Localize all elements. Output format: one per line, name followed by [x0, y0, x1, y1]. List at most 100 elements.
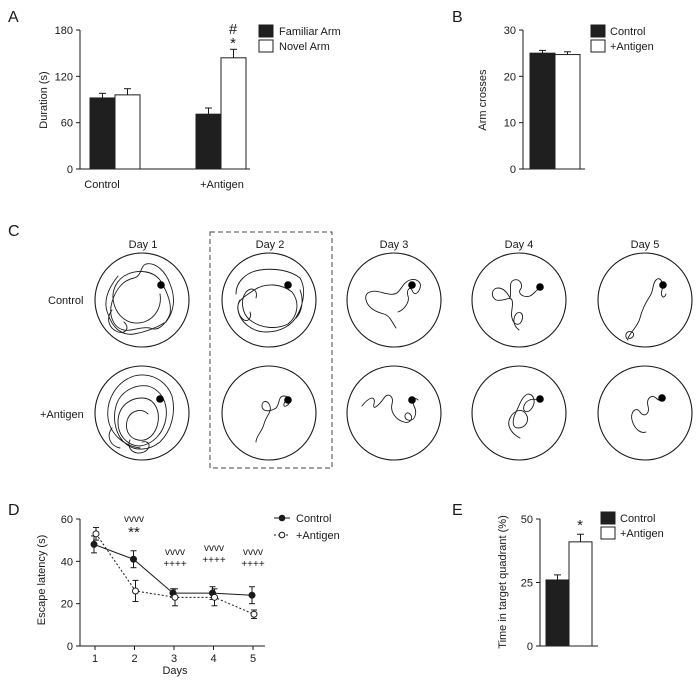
panel-a-legend-familiar: Familiar Arm — [279, 26, 341, 38]
panel-d-legend-control: Control — [296, 513, 331, 525]
panel-c-day-1: Day 1 — [129, 239, 158, 251]
swim-path — [508, 393, 539, 439]
panel-e-ytick-label: 25 — [521, 578, 533, 590]
panel-b-y-ticks: 0 10 20 30 — [504, 25, 523, 176]
panel-a-bars — [89, 48, 247, 170]
panel-b-legend-control: Control — [610, 26, 645, 38]
panel-a-bar — [114, 94, 141, 170]
panel-b-bars — [529, 49, 581, 170]
panel-d-y-ticks: 0 20 40 60 — [61, 514, 80, 653]
panel-d-annot-d5-top: vvvv — [243, 547, 263, 558]
panel-d-annot-d2-bottom: ** — [128, 524, 140, 541]
panel-a-ytick-label: 180 — [55, 25, 73, 37]
panel-d-xtick-label: 4 — [210, 653, 216, 665]
platform-marker — [536, 395, 544, 403]
panel-a-legend: Familiar Arm Novel Arm — [258, 24, 341, 53]
panel-c-day2-highlight — [209, 231, 333, 469]
panel-b-bar — [554, 54, 581, 170]
platform-marker — [408, 281, 416, 289]
panel-e-sig-star: * — [577, 517, 583, 534]
panel-a-letter: A — [8, 9, 19, 26]
panel-e-legend-antigen: +Antigen — [620, 528, 664, 540]
swim-path — [235, 268, 305, 333]
panel-d-point-control — [90, 540, 98, 548]
arena-control-day-1 — [94, 252, 190, 348]
panel-e-bar — [568, 541, 593, 647]
panel-c-letter: C — [8, 223, 20, 240]
arena-outline — [94, 365, 190, 461]
swim-path — [255, 395, 291, 443]
swim-path — [491, 279, 541, 331]
panel-d-point-control — [130, 555, 137, 563]
panel-a-ytick-label: 120 — [55, 71, 73, 83]
panel-c-day-3: Day 3 — [380, 239, 409, 251]
panel-d-point-antigen — [171, 593, 179, 601]
panel-b-legend-swatch-control — [590, 24, 606, 38]
arena-antigen-day-3 — [346, 365, 442, 461]
swim-path — [365, 279, 421, 329]
panel-e-ytick-label: 50 — [521, 514, 533, 526]
panel-c-row-antigen: +Antigen — [40, 409, 84, 421]
panel-b-ytick-label: 10 — [504, 118, 516, 130]
panel-d-ytick-label: 60 — [61, 514, 73, 526]
platform-marker — [659, 281, 667, 289]
panel-b: B Arm crosses 0 10 20 30 Control +Antigen — [452, 9, 654, 176]
panel-a-sig-hash: # — [229, 21, 238, 38]
platform-marker — [157, 281, 165, 289]
panel-b-ytick-label: 0 — [510, 164, 516, 176]
panel-d-xtick-label: 2 — [131, 653, 137, 665]
panel-e-bar — [545, 579, 570, 647]
panel-e-ytick-label: 0 — [527, 641, 533, 653]
platform-marker — [658, 394, 666, 402]
panel-d-annot-d3-bottom: ++++ — [163, 559, 187, 570]
panel-d-point-antigen — [250, 610, 258, 618]
panel-d-legend: Control +Antigen — [274, 513, 340, 542]
panel-e-letter: E — [452, 502, 463, 519]
panel-a-sig-star: * — [230, 35, 236, 52]
panel-d-annot-d3-top: vvvv — [165, 547, 185, 558]
arena-control-day-5 — [597, 252, 693, 348]
swim-path — [631, 395, 665, 433]
panel-c-day-5: Day 5 — [631, 239, 660, 251]
panel-a-legend-swatch-familiar — [258, 24, 274, 38]
panel-d-ylabel: Escape latency (s) — [36, 535, 48, 625]
panel-d-annot-d4-bottom: ++++ — [202, 555, 226, 566]
panel-a-y-ticks: 0 60 120 180 — [55, 25, 80, 176]
arena-control-day-2 — [221, 252, 317, 348]
panel-a-legend-swatch-novel — [258, 39, 274, 53]
panel-d-letter: D — [8, 502, 20, 519]
panel-c-day-4: Day 4 — [505, 239, 534, 251]
panel-e-y-ticks: 0 25 50 — [521, 514, 540, 653]
panel-b-ytick-label: 20 — [504, 71, 516, 83]
panel-d-xtick-label: 5 — [250, 653, 256, 665]
panel-e-legend-control: Control — [620, 513, 655, 525]
arena-outline — [94, 252, 190, 348]
panel-d-annot-d2-top: vvvv — [124, 514, 144, 525]
panel-b-legend-antigen: +Antigen — [610, 41, 654, 53]
panel-e: E Time in target quadrant (%) 0 25 50 * Co… — [452, 502, 664, 653]
panel-d-legend-antigen: +Antigen — [296, 530, 340, 542]
panel-d-point-antigen — [92, 530, 100, 538]
panel-b-legend-swatch-antigen — [590, 39, 606, 53]
panel-e-legend-swatch-antigen — [600, 526, 616, 540]
panel-d-ytick-label: 0 — [67, 641, 73, 653]
panel-e-legend: Control +Antigen — [600, 511, 664, 540]
swim-path — [361, 394, 419, 423]
panel-c-row-control: Control — [48, 295, 83, 307]
panel-c-day-2: Day 2 — [256, 239, 285, 251]
panel-d-xlabel: Days — [162, 665, 188, 677]
panel-d-annot-d5-bottom: ++++ — [241, 559, 265, 570]
arena-outline — [471, 365, 567, 461]
panel-a: A Duration (s) 0 60 120 180 Control +Antige… — [8, 9, 341, 191]
panel-a-category-antigen: +Antigen — [200, 179, 244, 191]
panel-a-bar — [195, 113, 222, 170]
panel-b-legend: Control +Antigen — [590, 24, 654, 53]
panel-d-annot-d4-top: vvvv — [204, 543, 224, 554]
swim-path — [105, 263, 174, 335]
panel-d-x-ticks: 1 2 3 4 5 — [92, 646, 256, 665]
panel-d-xtick-label: 1 — [92, 653, 98, 665]
panel-d-series — [90, 526, 258, 619]
panel-a-ylabel: Duration (s) — [38, 71, 50, 128]
